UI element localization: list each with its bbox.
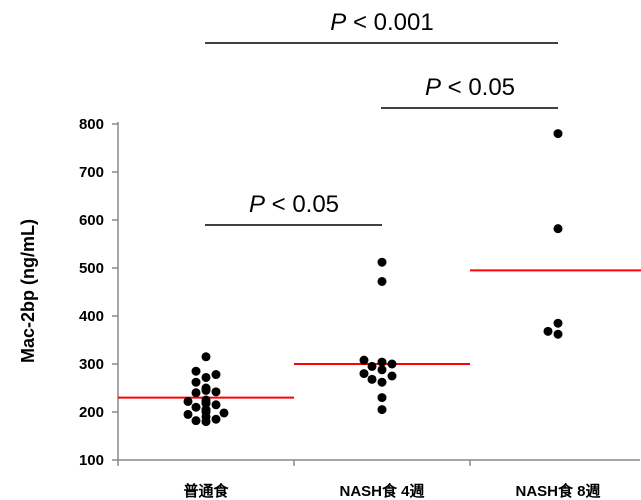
data-point: [211, 370, 221, 380]
data-point: [377, 405, 387, 415]
data-point: [377, 357, 387, 367]
significance-label: P < 0.05: [249, 191, 339, 218]
y-tick-label: 400: [79, 308, 104, 325]
y-tick-label: 100: [79, 452, 104, 469]
data-point: [219, 408, 229, 418]
data-points: [183, 129, 563, 427]
p-symbol: P: [425, 74, 441, 101]
y-tick-label: 600: [79, 212, 104, 229]
p-value-text: < 0.001: [346, 9, 433, 36]
p-value-text: < 0.05: [265, 191, 339, 218]
data-point: [553, 329, 563, 339]
data-point: [553, 224, 563, 234]
data-point: [201, 395, 211, 405]
p-value-text: < 0.05: [441, 74, 515, 101]
data-point: [377, 257, 387, 267]
data-point: [359, 355, 369, 365]
y-tick-label: 800: [79, 116, 104, 133]
data-point: [359, 369, 369, 379]
data-point: [201, 383, 211, 393]
data-point: [377, 276, 387, 286]
p-symbol: P: [330, 9, 346, 36]
y-tick-label: 200: [79, 404, 104, 421]
data-point: [377, 393, 387, 403]
data-point: [553, 129, 563, 139]
significance-label: P < 0.05: [425, 74, 515, 101]
data-point: [191, 366, 201, 376]
y-tick-label: 700: [79, 164, 104, 181]
data-point: [211, 387, 221, 397]
data-point: [211, 400, 221, 410]
p-symbol: P: [249, 191, 265, 218]
data-point: [377, 377, 387, 387]
data-point: [367, 374, 377, 384]
data-point: [183, 396, 193, 406]
y-axis-label: Mac-2bp (ng/mL): [18, 219, 38, 363]
y-tick-label: 300: [79, 356, 104, 373]
data-point: [201, 352, 211, 362]
y-ticks: 100 200 300 400 500 600 700 800: [79, 116, 118, 469]
data-point: [543, 326, 553, 336]
axes: [117, 122, 640, 466]
data-point: [377, 365, 387, 375]
x-category-label: 普通食: [183, 482, 229, 500]
data-point: [211, 414, 221, 424]
data-point: [201, 405, 211, 415]
data-point: [553, 318, 563, 328]
significance-label: P < 0.001: [330, 9, 433, 36]
data-point: [387, 371, 397, 381]
data-point: [191, 377, 201, 387]
x-category-label: NASH食 4週: [339, 482, 424, 500]
data-point: [191, 402, 201, 412]
x-category-label: NASH食 8週: [515, 482, 600, 500]
data-point: [387, 359, 397, 369]
data-point: [183, 409, 193, 419]
data-point: [191, 416, 201, 426]
y-tick-label: 500: [79, 260, 104, 277]
data-point: [191, 388, 201, 398]
data-point: [367, 361, 377, 371]
data-point: [201, 372, 211, 382]
x-categories: 普通食 NASH食 4週 NASH食 8週: [183, 482, 600, 500]
